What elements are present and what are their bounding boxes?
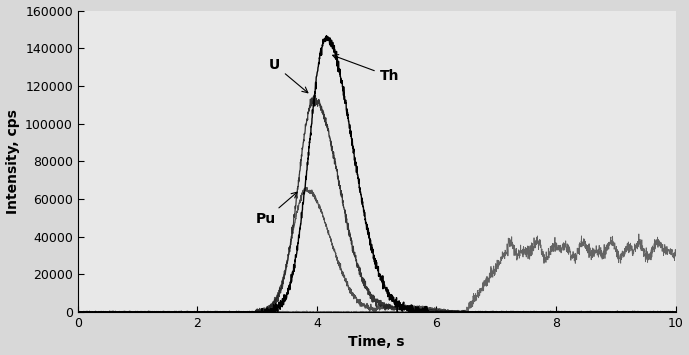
X-axis label: Time, s: Time, s — [349, 335, 405, 349]
Text: Pu: Pu — [256, 192, 297, 226]
Y-axis label: Intensity, cps: Intensity, cps — [6, 109, 19, 214]
Text: U: U — [269, 58, 308, 93]
Text: Th: Th — [333, 55, 399, 83]
